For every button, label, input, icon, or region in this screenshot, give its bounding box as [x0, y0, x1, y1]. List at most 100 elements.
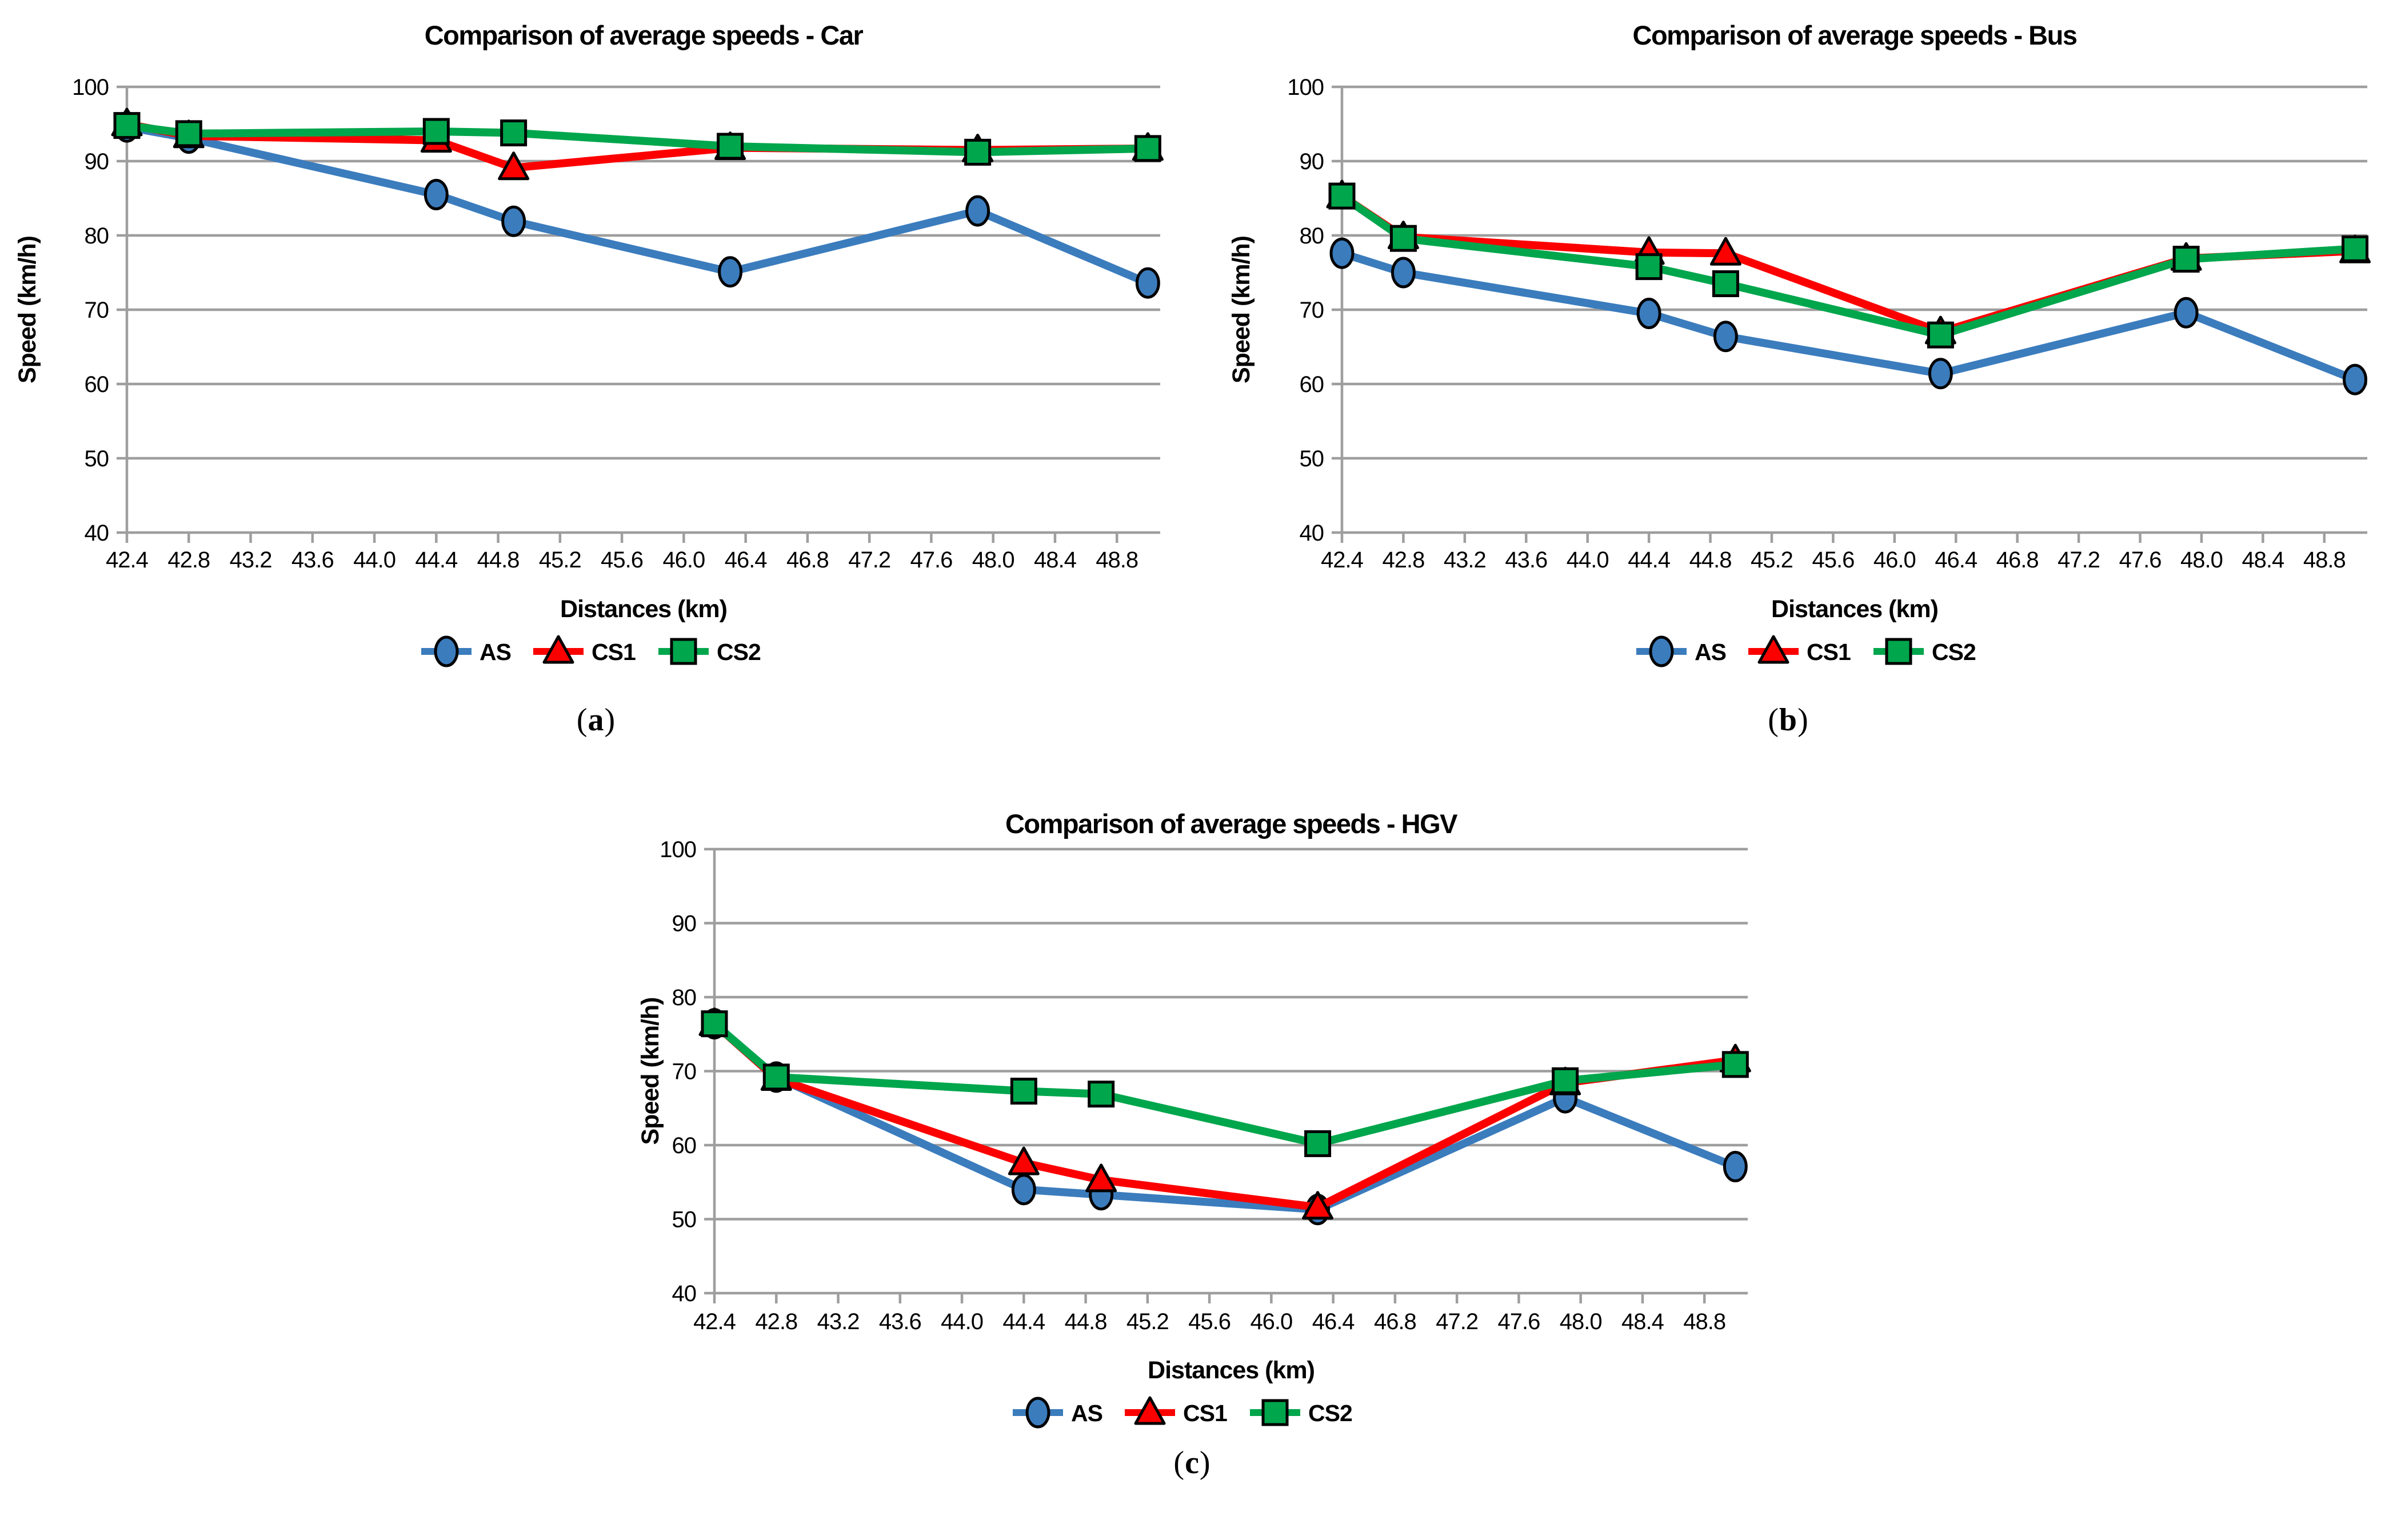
panel-label-b-letter: b — [1779, 702, 1798, 738]
x-tick-label: 46.4 — [1935, 547, 1977, 573]
x-tick-label: 46.8 — [1374, 1309, 1416, 1334]
legend-item-CS2: CS2 — [1250, 1399, 1353, 1426]
legend-item-CS2: CS2 — [658, 638, 761, 665]
y-axis: 40 50 60 70 80 90 100 — [660, 837, 716, 1306]
x-tick-label: 46.8 — [786, 547, 829, 573]
y-axis-title: Speed (km/h) — [1228, 236, 1255, 383]
x-tick-label: 48.4 — [2242, 547, 2284, 573]
y-tick-label: 50 — [1300, 446, 1324, 471]
data-point-marker-CS1 — [1302, 1191, 1334, 1220]
x-tick-label: 42.4 — [1321, 547, 1364, 573]
legend-marker-CS1 — [1134, 1396, 1166, 1425]
x-tick-label: 46.0 — [662, 547, 705, 573]
y-tick-label: 70 — [1300, 298, 1324, 323]
y-tick-label: 100 — [660, 837, 696, 862]
x-tick-label: 48.4 — [1034, 547, 1077, 573]
panel-label-c: (c) — [1106, 1445, 1278, 1481]
panel-label-c-paren-open: ( — [1173, 1445, 1185, 1481]
legend-label-AS: AS — [1695, 639, 1726, 665]
data-point-marker-CS2 — [500, 119, 528, 147]
data-point-marker-CS2 — [701, 1010, 728, 1038]
x-axis-title: Distances (km) — [1771, 595, 1938, 623]
series-CS2 — [1328, 182, 2369, 349]
y-tick-label: 80 — [1300, 223, 1324, 249]
gridlines — [714, 847, 1748, 1295]
x-axis: 42.4 42.8 43.2 43.6 44.0 44.4 44.8 45.2 45.6 46.0… — [1321, 533, 2346, 573]
y-tick-label: 70 — [672, 1059, 697, 1085]
legend-label-CS2: CS2 — [1932, 639, 1976, 665]
y-tick-label: 80 — [85, 223, 109, 249]
x-tick-label: 47.6 — [2119, 547, 2162, 573]
legend: AS CS1 CS2 — [421, 635, 761, 667]
x-tick-label: 45.2 — [1751, 547, 1793, 573]
legend-label-CS2: CS2 — [1308, 1400, 1352, 1426]
series-CS2 — [113, 112, 1161, 166]
x-axis: 42.4 42.8 43.2 43.6 44.0 44.4 44.8 45.2 45.6 46.0… — [693, 1293, 1726, 1334]
x-tick-label: 48.0 — [972, 547, 1014, 573]
data-point-marker-AS — [1391, 257, 1416, 289]
legend-marker-CS1 — [1757, 635, 1789, 664]
x-tick-label: 43.2 — [1444, 547, 1486, 573]
x-tick-label: 44.0 — [1567, 547, 1609, 573]
data-point-marker-CS2 — [1721, 1051, 1749, 1078]
y-axis-title: Speed (km/h) — [637, 998, 664, 1145]
data-point-marker-AS — [2174, 297, 2199, 329]
data-point-marker-AS — [424, 179, 449, 210]
series-AS — [1329, 237, 2368, 395]
data-point-marker-CS2 — [762, 1063, 790, 1091]
y-tick-label: 50 — [85, 446, 109, 471]
data-point-marker-CS2 — [1304, 1130, 1332, 1157]
data-point-marker-AS — [718, 256, 743, 288]
y-tick-label: 90 — [672, 911, 697, 937]
x-tick-label: 44.8 — [1689, 547, 1732, 573]
legend-item-CS1: CS1 — [1748, 635, 1851, 665]
data-point-marker-CS2 — [1389, 225, 1417, 252]
panel-label-a: (a) — [510, 702, 682, 738]
legend-label-AS: AS — [1071, 1400, 1102, 1426]
data-point-marker-CS2 — [1010, 1077, 1037, 1105]
legend-marker-AS — [1025, 1397, 1050, 1429]
x-axis: 42.4 42.8 43.2 43.6 44.0 44.4 44.8 45.2 45.6 46.0… — [106, 533, 1138, 573]
x-tick-label: 45.2 — [539, 547, 581, 573]
legend-marker-AS — [434, 635, 459, 667]
data-point-marker-AS — [2343, 363, 2368, 395]
x-tick-label: 48.0 — [2180, 547, 2223, 573]
x-tick-label: 44.0 — [941, 1309, 983, 1334]
x-tick-label: 43.6 — [291, 547, 334, 573]
legend: AS CS1 CS2 — [1636, 635, 1976, 667]
series-line-AS — [710, 1019, 1740, 1214]
y-tick-label: 100 — [72, 75, 109, 100]
gridlines — [1342, 85, 2367, 534]
legend-item-CS2: CS2 — [1873, 638, 1976, 665]
x-tick-label: 46.4 — [725, 547, 768, 573]
data-point-marker-CS1 — [1085, 1163, 1117, 1193]
x-tick-label: 43.6 — [879, 1309, 921, 1334]
data-point-marker-CS2 — [175, 120, 202, 147]
y-axis: 40 50 60 70 80 90 100 — [1287, 75, 1344, 546]
y-tick-label: 40 — [672, 1281, 697, 1306]
y-tick-label: 90 — [1300, 149, 1324, 174]
panel-label-a-paren-open: ( — [576, 702, 588, 738]
data-point-marker-AS — [1011, 1174, 1036, 1206]
data-point-marker-CS2 — [2172, 246, 2200, 273]
data-point-marker-AS — [1636, 298, 1661, 329]
data-point-marker-AS — [501, 205, 526, 237]
y-tick-label: 100 — [1287, 75, 1324, 100]
x-tick-label: 48.8 — [1096, 547, 1138, 573]
panel-label-a-letter: a — [588, 702, 605, 738]
x-tick-label: 45.2 — [1126, 1309, 1169, 1334]
legend-item-AS: AS — [1636, 635, 1727, 667]
data-point-marker-CS1 — [498, 151, 530, 181]
x-tick-label: 42.4 — [106, 547, 149, 573]
y-tick-label: 60 — [672, 1133, 697, 1158]
series-CS1 — [1326, 179, 2371, 345]
series-CS2 — [701, 1010, 1749, 1157]
panel-label-c-letter: c — [1185, 1445, 1200, 1481]
x-tick-label: 43.2 — [230, 547, 272, 573]
x-tick-label: 47.6 — [910, 547, 952, 573]
y-tick-label: 40 — [1300, 521, 1324, 546]
x-tick-label: 43.2 — [817, 1309, 860, 1334]
x-tick-label: 45.6 — [1812, 547, 1854, 573]
legend-label-CS1: CS1 — [1183, 1400, 1227, 1426]
